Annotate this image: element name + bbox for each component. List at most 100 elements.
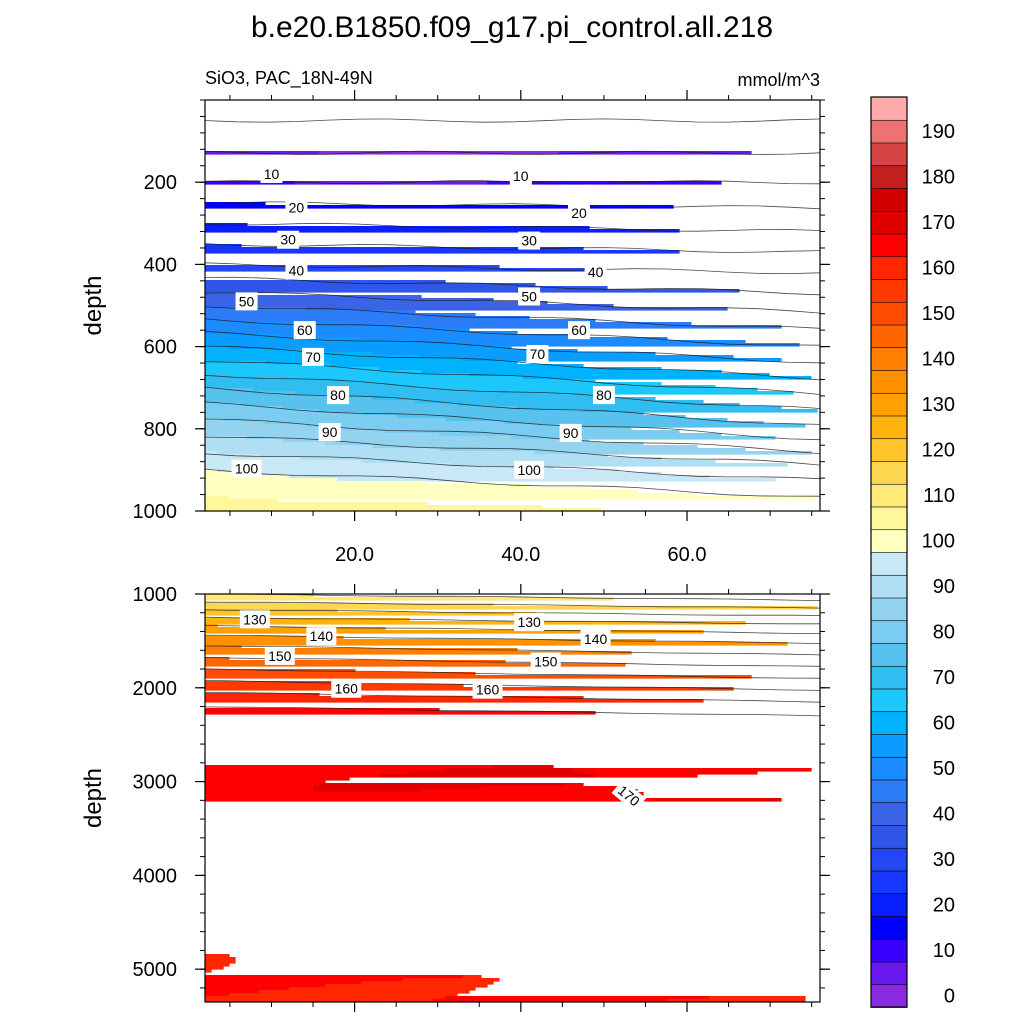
contour-label: 100 [514, 460, 545, 479]
colorbar-box [870, 756, 908, 781]
contour-line [205, 386, 820, 425]
y-tick-label: 3000 [133, 772, 178, 794]
svg-text:130: 130 [243, 611, 267, 627]
colorbar-label: 130 [922, 394, 955, 416]
svg-text:70: 70 [530, 346, 546, 362]
contour-label: 140 [306, 627, 337, 646]
contour-line [205, 453, 820, 480]
colorbar-box [870, 551, 908, 576]
colorbar-box [870, 983, 908, 1008]
colorbar-label: 20 [933, 895, 955, 917]
colorbar-label: 40 [933, 804, 955, 826]
colorbar-frame [870, 96, 908, 1008]
svg-text:60: 60 [571, 322, 587, 338]
contour-label: 150 [264, 646, 295, 665]
svg-text:40: 40 [289, 263, 305, 279]
svg-text:80: 80 [330, 387, 346, 403]
contour-label: 50 [518, 287, 541, 306]
y-tick-label: 2000 [133, 678, 178, 700]
colorbar-box [870, 801, 908, 826]
colorbar-box [870, 938, 908, 963]
svg-text:160: 160 [476, 682, 500, 698]
colorbar-box [870, 710, 908, 735]
colorbar-label: 180 [922, 167, 955, 189]
contour-line [205, 436, 820, 466]
contour-line [205, 201, 820, 210]
svg-text:90: 90 [322, 424, 338, 440]
contour-label: 80 [326, 386, 349, 405]
contour-label: 100 [231, 459, 262, 478]
y-tick-label: 200 [144, 172, 177, 194]
lower-plot-frame [204, 593, 821, 1003]
contour-label: 40 [285, 261, 308, 280]
contour-label: 40 [584, 262, 607, 281]
colorbar-box [870, 733, 908, 758]
x-tick-label: 60.0 [668, 544, 707, 566]
svg-text:40: 40 [588, 264, 604, 280]
colorbar-box [870, 665, 908, 690]
contour-label: 130 [239, 610, 270, 629]
y-tick-label: 800 [144, 419, 177, 441]
colorbar-box [870, 528, 908, 553]
lower-contour-field [205, 594, 818, 1002]
contour-label: 160 [331, 679, 362, 698]
svg-text:10: 10 [513, 168, 529, 184]
colorbar-box [870, 892, 908, 917]
contour-label: 60 [293, 321, 316, 340]
contour-label: 50 [235, 292, 258, 311]
colorbar-box [870, 301, 908, 326]
contour-line [205, 330, 820, 364]
svg-text:20: 20 [571, 205, 587, 221]
subtitle-right: mmol/m^3 [738, 70, 820, 90]
subtitle-left: SiO3, PAC_18N-49N [205, 68, 373, 89]
colorbar-box [870, 346, 908, 371]
svg-text:50: 50 [521, 288, 537, 304]
contour-label: 160 [472, 680, 503, 699]
contour-line [205, 222, 820, 232]
contour-line [205, 680, 820, 691]
contour-label: 130 [514, 613, 545, 632]
figure-title: b.e20.B1850.f09_g17.pi_control.all.218 [251, 11, 773, 44]
svg-text:130: 130 [517, 614, 541, 630]
colorbar-label: 190 [922, 121, 955, 143]
y-tick-label: 400 [144, 254, 177, 276]
contour-label: 30 [277, 230, 300, 249]
contour-line [205, 243, 820, 253]
contour-line [205, 292, 820, 314]
contour-label: 80 [592, 386, 615, 405]
colorbar-box [870, 233, 908, 258]
lower-contour-lines [205, 594, 820, 717]
svg-text:100: 100 [235, 461, 259, 477]
colorbar-label: 60 [933, 713, 955, 735]
svg-text:80: 80 [596, 387, 612, 403]
y-tick-label: 5000 [133, 959, 178, 981]
upper-panel: 200 400 600 800 1000 20.0 40.0 60.0 depth 10 10 20 2… [80, 90, 830, 566]
contour-line [205, 657, 820, 667]
colorbar-box [870, 324, 908, 349]
svg-text:140: 140 [584, 631, 608, 647]
y-tick-label: 1000 [133, 584, 178, 606]
colorbar-box [870, 915, 908, 940]
colorbar-box [870, 779, 908, 804]
x-tick-label: 20.0 [335, 544, 374, 566]
colorbar-label: 110 [923, 485, 955, 507]
y-tick-label: 1000 [133, 501, 178, 523]
colorbar-label: 100 [922, 531, 955, 553]
colorbar-box [870, 187, 908, 212]
colorbar-box [870, 847, 908, 872]
contour-label: 20 [567, 204, 590, 223]
contour-line [205, 668, 820, 679]
colorbar-box [870, 210, 908, 235]
contour-line [205, 276, 820, 296]
svg-text:140: 140 [310, 628, 334, 644]
contour-label: 150 [530, 652, 561, 671]
colorbar-label: 50 [933, 758, 955, 780]
svg-text:20: 20 [289, 200, 305, 216]
colorbar-label: 120 [922, 440, 955, 462]
colorbar-box [870, 255, 908, 280]
colorbar-box [870, 574, 908, 599]
colorbar-box [870, 642, 908, 667]
contour-line [205, 706, 820, 717]
contour-line [205, 594, 820, 601]
svg-text:100: 100 [517, 462, 541, 478]
